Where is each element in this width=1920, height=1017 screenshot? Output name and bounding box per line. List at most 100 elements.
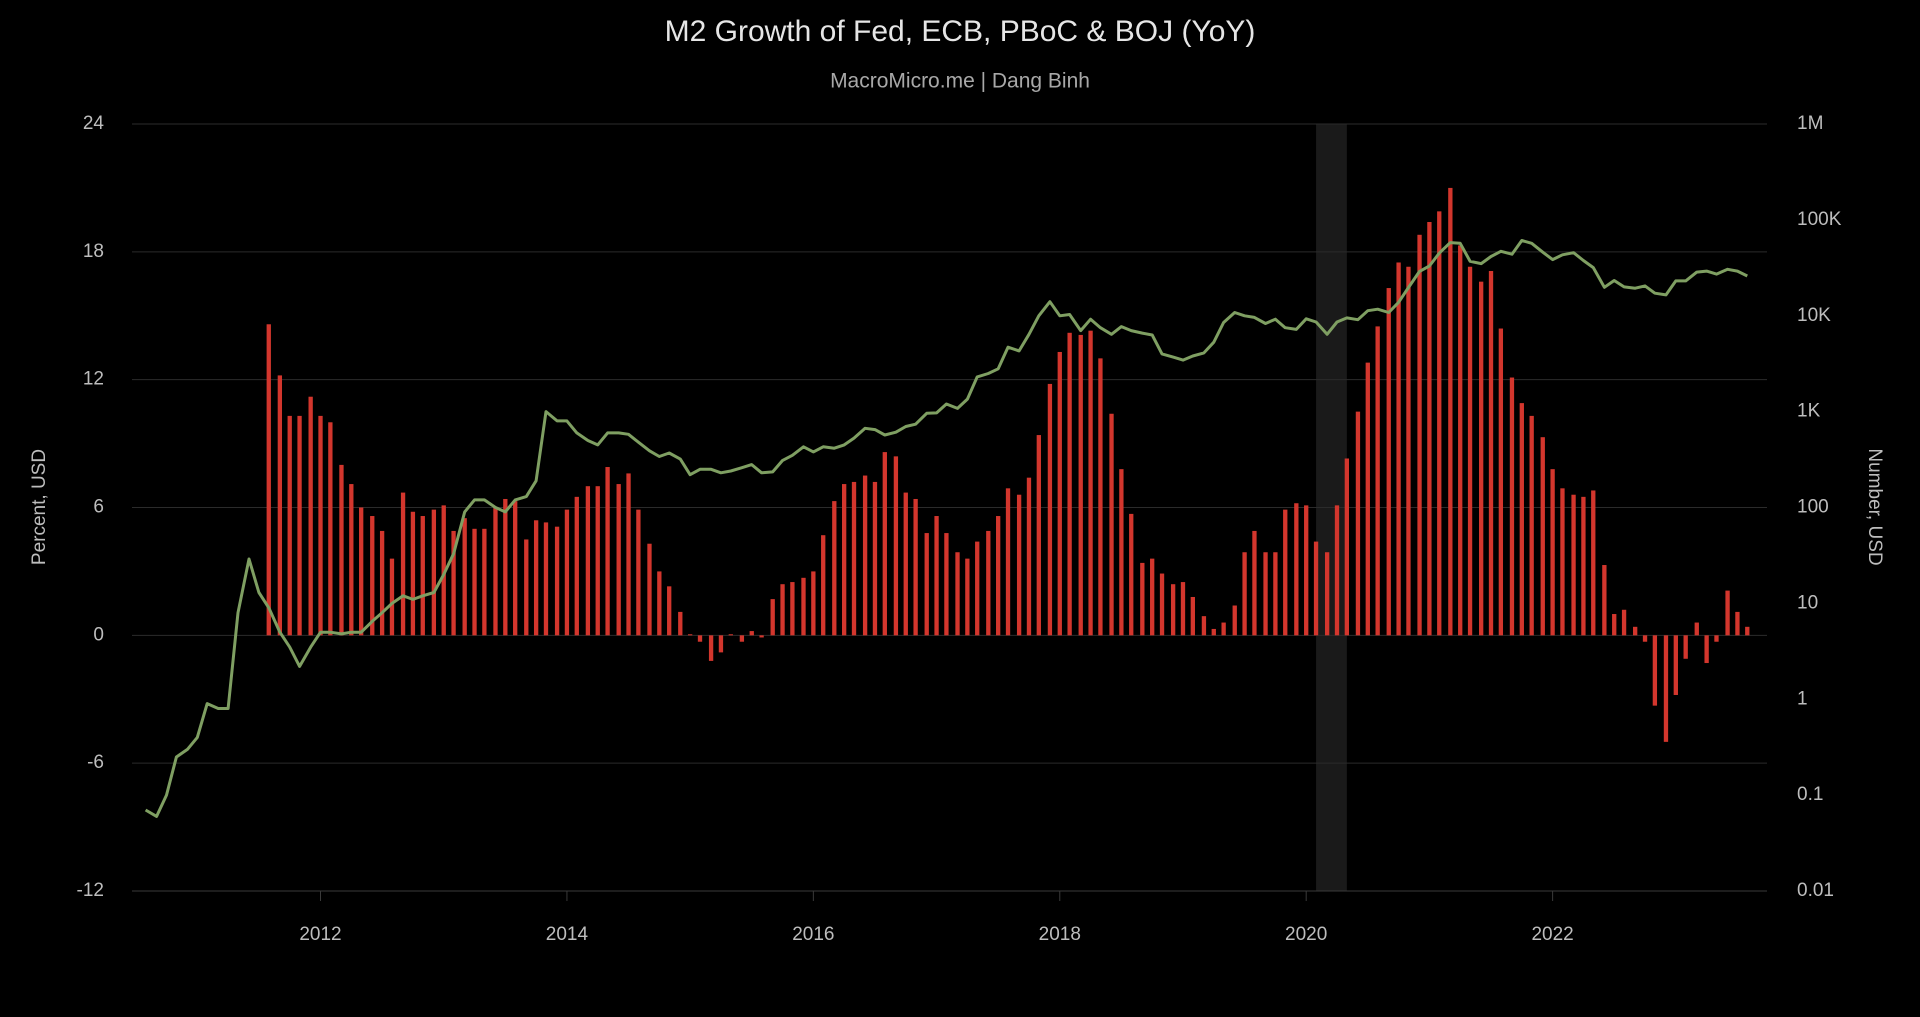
- bar: [944, 533, 949, 636]
- bar: [728, 634, 733, 636]
- bar: [595, 486, 600, 636]
- bar: [574, 496, 579, 636]
- bar: [1519, 403, 1524, 636]
- y-tick-label: 12: [83, 369, 104, 390]
- bar: [1067, 332, 1072, 636]
- y-tick-label: -12: [77, 880, 104, 901]
- bar: [1498, 328, 1504, 636]
- bar: [718, 635, 724, 653]
- bar: [1159, 573, 1165, 636]
- bar: [1529, 415, 1534, 636]
- bar: [1550, 469, 1555, 636]
- y2-tick-label: 0.01: [1797, 880, 1834, 901]
- bar: [1386, 288, 1391, 636]
- bar: [759, 635, 764, 638]
- bar: [1602, 565, 1607, 636]
- bar: [379, 530, 385, 636]
- bar: [1560, 488, 1565, 636]
- bar: [924, 533, 929, 636]
- bar: [636, 509, 641, 636]
- bar: [1005, 488, 1011, 636]
- bar: [1437, 211, 1442, 636]
- bar: [626, 473, 631, 636]
- bar: [913, 498, 918, 636]
- bar: [1016, 494, 1022, 636]
- bar: [1714, 635, 1719, 642]
- bar: [1232, 605, 1237, 636]
- bar: [749, 631, 754, 636]
- bar: [1334, 505, 1340, 636]
- bar: [1540, 437, 1545, 636]
- bar: [1098, 358, 1103, 636]
- y-tick-label: -6: [87, 752, 104, 773]
- bar: [1448, 187, 1453, 636]
- bar: [1652, 635, 1658, 706]
- bar: [780, 584, 785, 636]
- y2-tick-label: 10: [1797, 592, 1818, 613]
- bar: [1467, 266, 1473, 636]
- bar: [986, 530, 991, 636]
- bar: [841, 484, 847, 636]
- y-tick-label: 6: [93, 497, 104, 518]
- bar: [441, 505, 446, 636]
- bar: [821, 535, 826, 636]
- bar: [1119, 469, 1124, 636]
- bar: [1355, 411, 1361, 636]
- bar: [965, 558, 970, 636]
- y-tick-label: 0: [93, 624, 104, 645]
- bar: [851, 481, 857, 636]
- bar: [1283, 509, 1288, 636]
- line: [144, 239, 1748, 818]
- x-tick-label: 2020: [1285, 924, 1327, 945]
- bar: [1109, 413, 1114, 636]
- y2-tick-label: 1K: [1797, 401, 1821, 422]
- bar: [975, 541, 980, 636]
- bar: [308, 396, 313, 636]
- bar: [1170, 584, 1176, 636]
- bar: [832, 501, 837, 636]
- bar: [739, 635, 745, 642]
- bar: [1026, 477, 1032, 636]
- y2-tick-label: 1: [1797, 688, 1808, 709]
- bar: [1273, 552, 1278, 636]
- bar: [1201, 616, 1207, 636]
- bar: [903, 492, 908, 636]
- bar: [420, 516, 425, 636]
- bar: [1704, 635, 1709, 664]
- bar: [1633, 626, 1638, 636]
- bar: [872, 481, 878, 636]
- bar: [1612, 614, 1617, 636]
- bar: [657, 571, 662, 636]
- bar: [697, 635, 703, 642]
- bar: [790, 582, 795, 636]
- bar: [996, 516, 1001, 636]
- bar: [667, 586, 672, 636]
- bar: [1211, 628, 1216, 636]
- bar: [1047, 383, 1053, 636]
- bar: [1621, 609, 1627, 636]
- bar: [564, 509, 570, 636]
- y-axis-title: Percent, USD: [29, 449, 50, 565]
- y2-tick-label: 10K: [1797, 305, 1831, 326]
- bar: [1242, 552, 1247, 636]
- bar: [616, 484, 621, 636]
- bar: [277, 375, 283, 636]
- bar: [1735, 611, 1740, 636]
- bar: [410, 511, 416, 636]
- bar: [1365, 362, 1370, 636]
- bar: [1427, 222, 1432, 636]
- bar: [1304, 505, 1309, 636]
- bar: [297, 415, 302, 636]
- bar: [524, 539, 529, 636]
- bar: [1745, 626, 1750, 636]
- bar: [1078, 334, 1083, 636]
- x-tick-label: 2022: [1531, 924, 1573, 945]
- x-tick-label: 2014: [546, 924, 589, 945]
- bar: [934, 516, 939, 636]
- bar: [893, 456, 899, 636]
- chart-title: M2 Growth of Fed, ECB, PBoC & BOJ (YoY): [665, 15, 1256, 48]
- bar: [554, 526, 560, 636]
- bar: [1591, 490, 1596, 636]
